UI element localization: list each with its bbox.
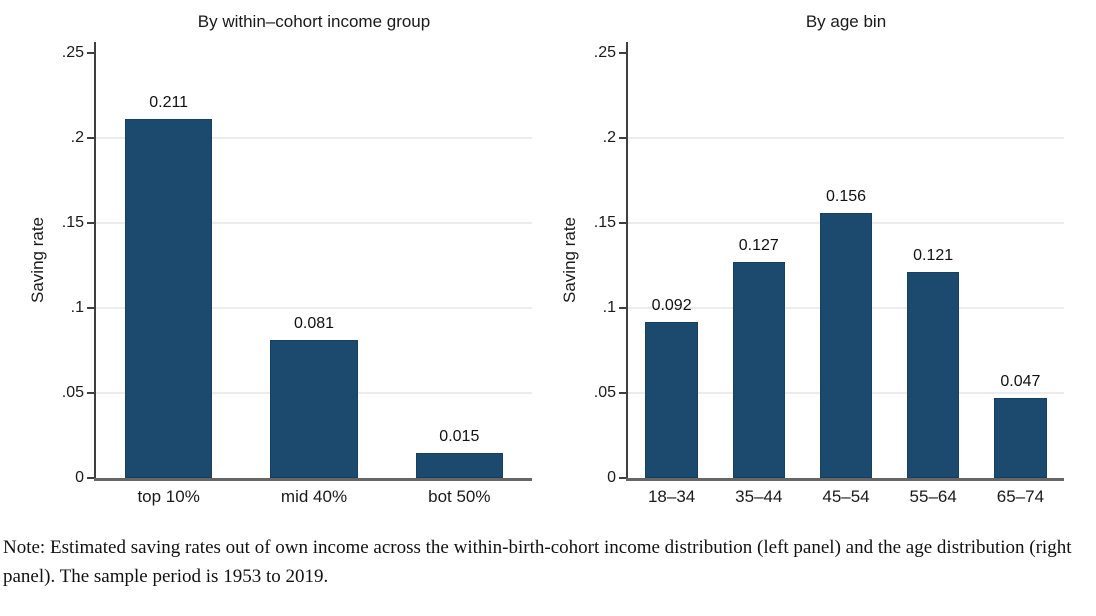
y-tick-label: 0 xyxy=(607,469,616,486)
gridline xyxy=(96,137,532,140)
y-tick-label: .1 xyxy=(70,299,84,317)
y-tick xyxy=(87,222,94,225)
bar xyxy=(125,119,213,478)
y-tick-label: .15 xyxy=(61,214,84,232)
bar-value-label: 0.092 xyxy=(651,296,692,314)
y-tick xyxy=(87,52,94,55)
gridline xyxy=(628,137,1064,140)
bar-value-label: 0.156 xyxy=(825,187,867,205)
x-category-label: 18–34 xyxy=(647,487,696,506)
figure-note: Note: Estimated saving rates out of own … xyxy=(3,537,1072,587)
y-tick xyxy=(87,392,94,394)
x-category-label: 65–74 xyxy=(996,487,1045,506)
x-axis xyxy=(626,478,1064,481)
bar-value-label: 0.121 xyxy=(913,247,954,265)
gridline xyxy=(96,222,532,225)
bar-value-label: 0.127 xyxy=(738,237,779,255)
x-category-label: 35–44 xyxy=(735,487,783,506)
bar xyxy=(907,272,960,478)
gridline xyxy=(96,307,532,310)
x-category-label: bot 50% xyxy=(428,487,491,506)
bar-value-label: 0.211 xyxy=(149,94,189,112)
bar-value-label: 0.081 xyxy=(293,315,335,333)
bar-value-label: 0.015 xyxy=(439,427,480,445)
x-category-label: 55–64 xyxy=(909,487,957,506)
x-category-label: top 10% xyxy=(137,487,200,506)
y-tick xyxy=(87,137,94,140)
y-tick-label: 0 xyxy=(75,469,84,486)
bar xyxy=(732,262,785,478)
y-tick-label: .2 xyxy=(602,129,616,147)
y-tick-label: .2 xyxy=(70,129,84,147)
x-category-label: mid 40% xyxy=(280,487,348,506)
x-axis xyxy=(94,478,532,481)
y-axis xyxy=(94,42,96,481)
y-tick xyxy=(87,307,94,310)
chart-title: By within–cohort income group xyxy=(197,12,431,31)
y-tick xyxy=(619,392,626,394)
y-tick-label: .15 xyxy=(593,214,616,232)
y-tick-label: .05 xyxy=(593,384,616,401)
bar xyxy=(994,398,1047,478)
bar xyxy=(270,340,358,478)
y-tick-label: .1 xyxy=(602,299,616,317)
bar xyxy=(819,212,873,478)
x-category-label: 45–54 xyxy=(822,487,870,506)
y-tick-label: .05 xyxy=(61,384,84,401)
y-tick xyxy=(87,477,94,479)
y-tick-label: .25 xyxy=(61,44,84,62)
y-tick-label: .25 xyxy=(593,44,616,62)
y-tick xyxy=(619,52,626,55)
y-tick xyxy=(619,222,626,225)
bar-value-label: 0.047 xyxy=(1000,373,1041,391)
y-tick xyxy=(619,307,626,310)
chart-title: By age bin xyxy=(805,12,887,31)
y-tick xyxy=(619,137,626,140)
bar xyxy=(645,321,698,478)
bar xyxy=(415,452,503,478)
y-tick xyxy=(619,477,626,479)
y-axis xyxy=(626,42,628,481)
